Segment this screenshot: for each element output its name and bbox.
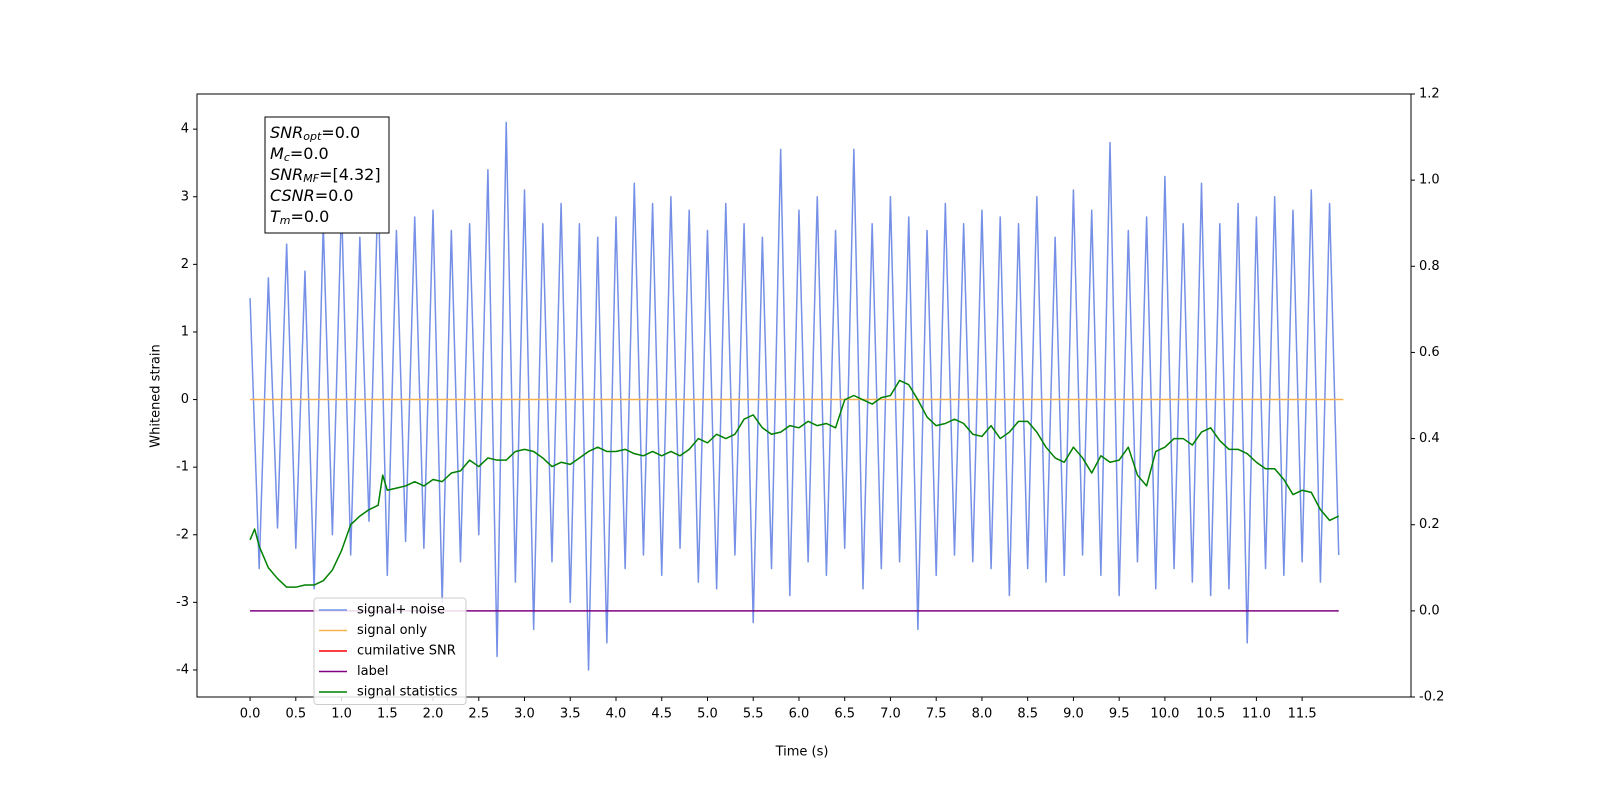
annotation-rest: =0.0: [315, 186, 354, 205]
x-tick-label: 6.0: [789, 707, 810, 722]
annotation-base: M: [270, 144, 284, 163]
x-tick-label: 11.0: [1242, 707, 1271, 722]
x-axis-label: Time (s): [775, 745, 829, 760]
x-tick-label: 4.0: [606, 707, 627, 722]
y2-tick-label: 0.8: [1419, 259, 1440, 274]
annotation-line: SNRopt=0.0: [270, 123, 360, 144]
x-tick-label: 10.5: [1196, 707, 1225, 722]
annotation-base: SNR: [270, 165, 303, 184]
x-tick-label: 7.5: [926, 707, 947, 722]
x-tick-label: 7.0: [880, 707, 901, 722]
y-tick-label: 1: [181, 324, 189, 339]
x-tick-label: 10.0: [1150, 707, 1179, 722]
annotation-sub: MF: [303, 172, 319, 185]
y2-tick-label: 0.6: [1419, 345, 1440, 360]
x-tick-label: 0.5: [285, 707, 306, 722]
legend-box: [313, 597, 467, 705]
x-tick-label: 9.0: [1063, 707, 1084, 722]
x-tick-label: 2.0: [423, 707, 444, 722]
y-tick-label: 3: [181, 189, 189, 204]
series-line: [249, 379, 1340, 588]
y-tick-label: -1: [176, 460, 189, 475]
annotation-line: CSNR=0.0: [270, 186, 354, 205]
annotation-base: CSNR: [270, 186, 315, 205]
y-tick-label: 0: [181, 392, 189, 407]
annotation-rest: =0.0: [291, 207, 330, 226]
y2-tick-label: 1.0: [1419, 173, 1440, 188]
legend-label: signal statistics: [357, 685, 458, 700]
annotation-line: Mc=0.0: [270, 144, 329, 165]
x-tick-label: 8.5: [1017, 707, 1038, 722]
annotation-sub: opt: [303, 130, 322, 143]
x-tick-label: 1.5: [377, 707, 398, 722]
x-tick-label: 3.5: [560, 707, 581, 722]
annotation-sub: m: [280, 214, 291, 227]
y2-tick-label: 0.2: [1419, 517, 1440, 532]
x-tick-label: 1.0: [331, 707, 352, 722]
annotation-base: SNR: [270, 123, 303, 142]
y2-tick-label: -0.2: [1419, 690, 1444, 705]
y2-tick-label: 0.4: [1419, 431, 1440, 446]
annotation-line: SNRMF=[4.32]: [270, 165, 381, 186]
x-tick-label: 8.0: [972, 707, 993, 722]
y2-tick-label: 0.0: [1419, 603, 1440, 618]
legend-label: signal only: [357, 623, 427, 638]
x-tick-label: 6.5: [834, 707, 855, 722]
annotation-rest: =0.0: [290, 144, 329, 163]
x-tick-label: 11.5: [1288, 707, 1317, 722]
y2-tick-label: 1.2: [1419, 87, 1440, 102]
y-axis-label: Whitened strain: [149, 344, 164, 447]
x-tick-label: 5.0: [697, 707, 718, 722]
x-tick-label: 5.5: [743, 707, 764, 722]
legend-label: signal+ noise: [357, 603, 445, 618]
annotation-sub: c: [284, 151, 290, 164]
annotation-box: [264, 116, 390, 234]
y-tick-label: -3: [176, 595, 189, 610]
x-tick-label: 2.5: [468, 707, 489, 722]
plot-frame: [196, 93, 1412, 698]
annotation-rest: =0.0: [321, 123, 360, 142]
annotation-line: Tm=0.0: [270, 207, 329, 228]
legend-label: cumilative SNR: [357, 644, 456, 659]
x-tick-label: 0.0: [240, 707, 261, 722]
y-tick-label: 2: [181, 257, 189, 272]
x-tick-label: 3.0: [514, 707, 535, 722]
y-tick-label: -2: [176, 527, 189, 542]
y-tick-label: -4: [176, 662, 189, 677]
x-tick-label: 4.5: [651, 707, 672, 722]
legend-label: label: [357, 664, 388, 679]
annotation-rest: =[4.32]: [319, 165, 381, 184]
x-tick-label: 9.5: [1109, 707, 1130, 722]
annotation-base: T: [270, 207, 281, 226]
y-tick-label: 4: [181, 122, 189, 137]
series-line: [249, 121, 1340, 671]
